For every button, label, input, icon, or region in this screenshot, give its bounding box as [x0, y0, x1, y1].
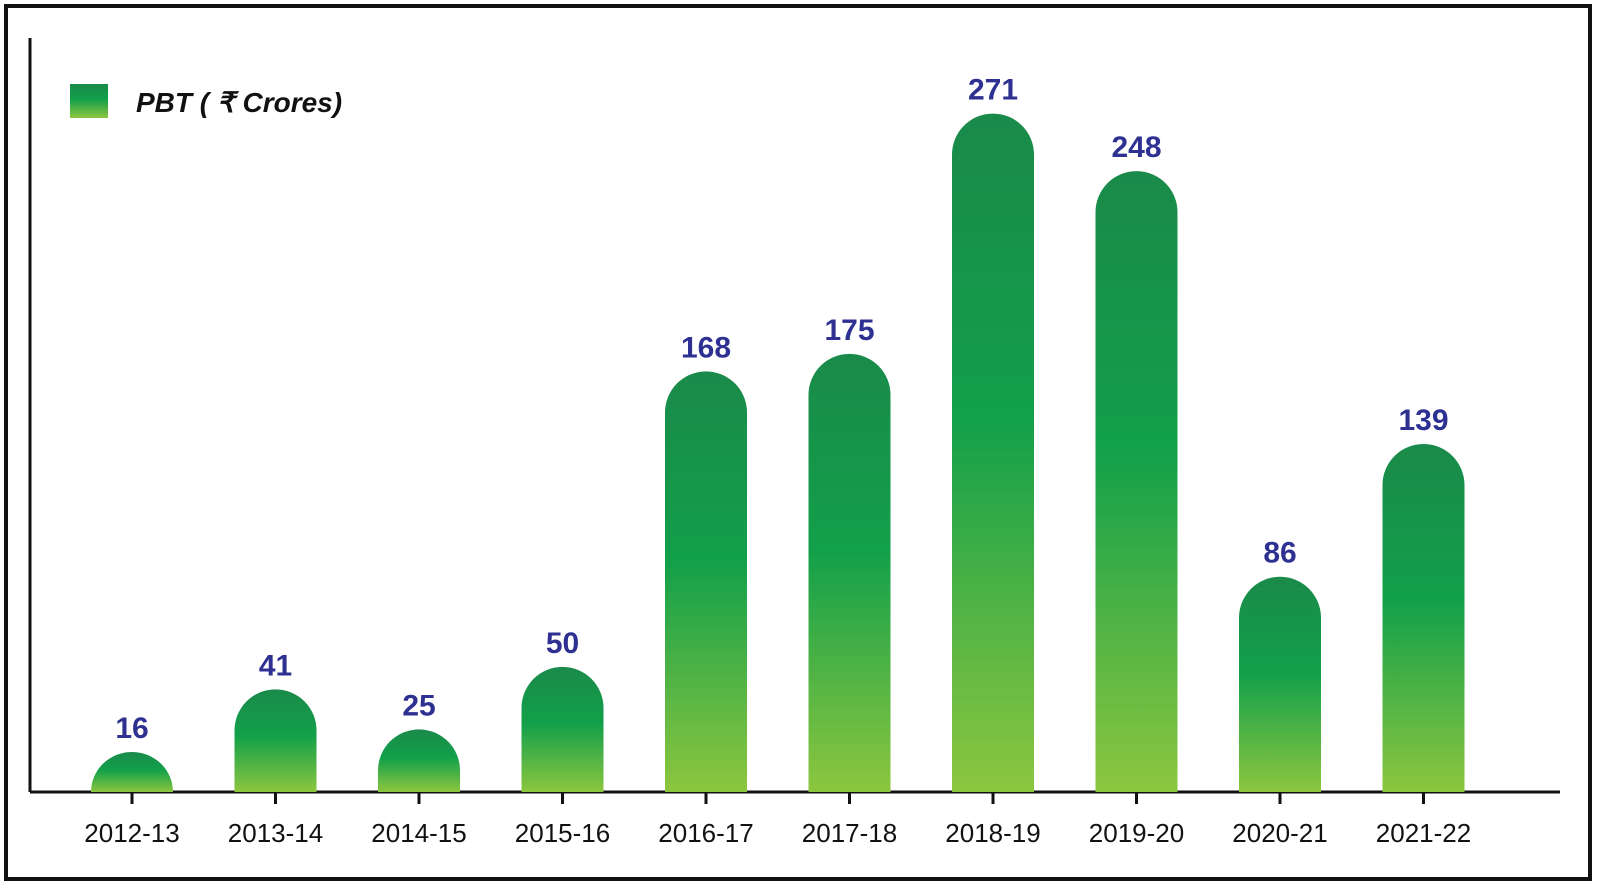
bar-2016-17 [664, 371, 747, 792]
legend: PBT ( ₹ Crores) [70, 84, 342, 118]
bar-value-label: 86 [1263, 537, 1296, 570]
bar-value-label: 25 [402, 689, 435, 722]
chart-frame: PBT ( ₹ Crores) 16 41 25 50 168 175 271 248 86 13… [4, 4, 1592, 881]
bar-value-label: 168 [681, 331, 731, 364]
bar-2015-16 [521, 666, 604, 792]
bar-value-label: 175 [824, 314, 874, 347]
x-tick-label: 2015-16 [515, 818, 610, 848]
x-tick-label: 2020-21 [1232, 818, 1327, 848]
legend-swatch [70, 84, 108, 118]
bar-2013-14 [234, 689, 317, 792]
x-tick-label: 2013-14 [228, 818, 323, 848]
pbt-bar-chart: PBT ( ₹ Crores) 16 41 25 50 168 175 271 248 86 13… [28, 38, 1560, 848]
bar-2020-21 [1239, 576, 1321, 792]
bar-value-label: 139 [1398, 404, 1448, 437]
bar-value-label: 16 [115, 712, 148, 745]
bar-value-label: 248 [1111, 131, 1161, 164]
x-tick-label: 2019-20 [1089, 818, 1184, 848]
x-tick-label: 2016-17 [658, 818, 753, 848]
x-tick-label: 2014-15 [371, 818, 466, 848]
bar-2012-13 [91, 751, 173, 792]
bar-value-label: 50 [546, 627, 579, 660]
bar-2014-15 [378, 729, 460, 792]
legend-label: PBT ( ₹ Crores) [136, 87, 342, 118]
bar-2017-18 [808, 353, 891, 792]
x-tick-label: 2018-19 [945, 818, 1040, 848]
bar-2019-20 [1095, 171, 1178, 793]
bar-2018-19 [951, 113, 1034, 792]
x-tick-label: 2017-18 [802, 818, 897, 848]
bar-value-label: 271 [968, 74, 1018, 107]
bar-2021-22 [1382, 444, 1465, 792]
bar-value-label: 41 [259, 649, 292, 682]
x-tick-label: 2021-22 [1376, 818, 1471, 848]
x-tick-label: 2012-13 [84, 818, 179, 848]
